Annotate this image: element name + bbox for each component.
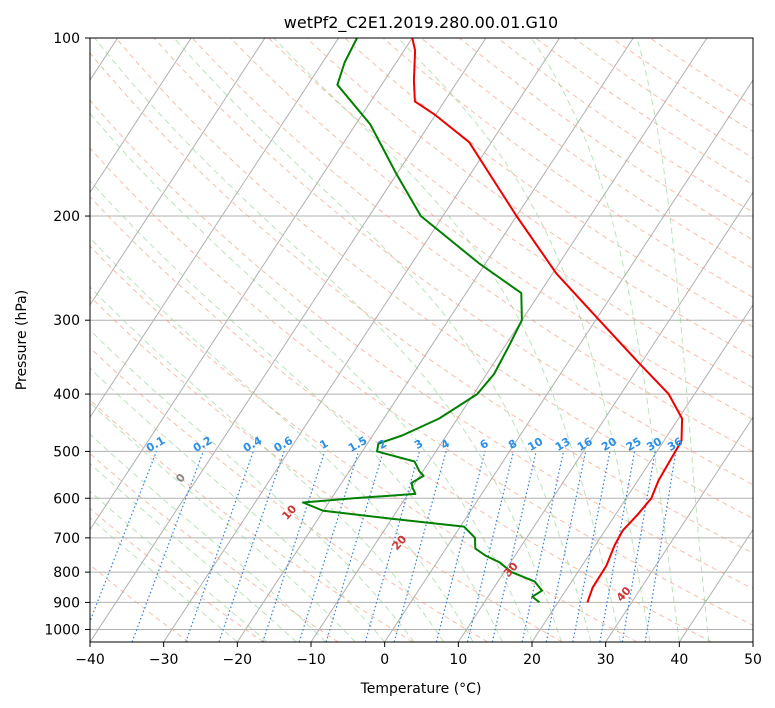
isotherm-line	[384, 79, 753, 642]
mixing-ratio-line	[621, 451, 656, 642]
moist-adiabat-line	[90, 367, 386, 642]
moist-adiabat-line	[530, 38, 680, 642]
isotherm-line	[457, 191, 753, 642]
moist-adiabat-line	[636, 38, 710, 642]
mixing-ratio-line	[435, 451, 486, 642]
isotherm-line	[90, 38, 413, 531]
moist-adiabat-line	[90, 237, 474, 642]
mixing-ratio-line	[644, 451, 677, 642]
isotherm-line	[605, 416, 753, 642]
moist-adiabat-line	[173, 38, 592, 642]
moist-adiabat-line	[273, 38, 621, 642]
y-tick-label: 900	[53, 595, 80, 611]
chart-title: wetPf2_C2E1.2019.280.00.01.G10	[284, 13, 558, 33]
y-tick-label: 500	[53, 444, 80, 460]
isotherm-line	[90, 38, 192, 194]
x-tick-label: −40	[75, 652, 105, 668]
mixing-ratio-line	[466, 451, 515, 642]
plot-frame	[89, 37, 754, 643]
x-tick-label: 10	[449, 652, 467, 668]
y-tick-label: 100	[53, 31, 80, 47]
isotherm-line	[90, 38, 487, 642]
isotherm-line	[90, 38, 340, 419]
mixing-ratio-line	[185, 451, 254, 642]
x-axis-ticks: −40 −30 −20 −10 0 10 20 30 40 50	[75, 642, 762, 668]
x-tick-label: 20	[523, 652, 541, 668]
dry-adiabat-line	[90, 346, 488, 642]
moist-adiabat-line	[90, 112, 533, 642]
mixing-ratio-line	[545, 451, 587, 642]
moist-adiabat-line	[90, 180, 503, 642]
moist-adiabat-line	[90, 433, 327, 642]
mixing-ratio-line	[262, 451, 326, 642]
x-tick-label: 50	[744, 652, 762, 668]
moist-adiabat-line	[90, 286, 445, 642]
series-layer	[302, 38, 684, 604]
dry-adiabat-line	[306, 38, 753, 358]
dry-adiabat-line	[90, 245, 638, 642]
isotherm-line	[236, 38, 634, 642]
x-tick-label: 0	[380, 652, 389, 668]
isotherm-line	[678, 528, 753, 642]
dewpoint-profile-line	[302, 38, 543, 604]
dry-adiabat-line	[90, 196, 712, 642]
dry-adiabat-line	[382, 38, 753, 299]
mixing-ratio-line	[325, 451, 384, 642]
temperature-profile-line	[411, 38, 684, 603]
moist-adiabat-line	[397, 38, 651, 642]
y-axis-ticks: 100 200 300 400 500 600 700 800 900 1000	[44, 31, 90, 638]
moist-adiabat-line	[90, 517, 238, 642]
mixing-ratio-line	[491, 451, 537, 642]
x-tick-label: −20	[223, 652, 253, 668]
x-tick-label: −30	[149, 652, 179, 668]
dry-adiabat-line	[115, 38, 753, 520]
mixing-ratio-line	[521, 451, 565, 642]
moist-adiabat-line	[94, 38, 562, 642]
dry-adiabat-line	[90, 399, 414, 642]
moist-adiabat-line	[90, 401, 356, 642]
isotherm-line	[90, 38, 266, 306]
isotherm-line	[531, 303, 753, 642]
y-tick-label: 800	[53, 565, 80, 581]
mixing-ratio-line	[218, 451, 285, 642]
mixing-ratio-line	[572, 451, 611, 642]
mixing-ratio-line	[364, 451, 421, 642]
y-tick-label: 300	[53, 313, 80, 329]
x-tick-label: 30	[597, 652, 615, 668]
reference-lines	[90, 38, 753, 642]
dry-adiabat-line	[191, 38, 753, 453]
moist-adiabat-line	[90, 329, 415, 642]
isotherm-line	[163, 38, 561, 642]
y-tick-label: 200	[53, 209, 80, 225]
y-tick-label: 600	[53, 491, 80, 507]
dry-adiabat-line	[90, 507, 264, 642]
x-axis-title: Temperature (°C)	[360, 681, 482, 697]
mixing-ratio-line	[393, 451, 447, 642]
y-axis-title: Pressure (hPa)	[14, 290, 30, 390]
dry-adiabat-line	[90, 147, 753, 626]
y-tick-label: 700	[53, 531, 80, 547]
y-tick-label: 400	[53, 387, 80, 403]
mixing-ratio-line	[599, 451, 636, 642]
moist-adiabat-line	[90, 490, 268, 642]
x-tick-label: 40	[670, 652, 688, 668]
mixing-ratio-line	[298, 451, 360, 642]
dry-adiabat-line	[90, 295, 563, 642]
y-tick-label: 1000	[44, 622, 80, 638]
moist-adiabat-line	[90, 462, 297, 642]
x-tick-label: −10	[296, 652, 326, 668]
dry-adiabat-line	[230, 38, 753, 421]
